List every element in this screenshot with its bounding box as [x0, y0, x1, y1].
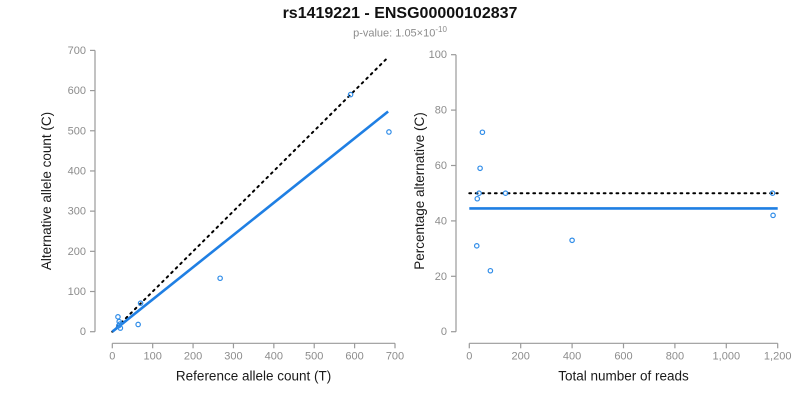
- y-tick-label: 100: [429, 49, 447, 61]
- x-tick-label: 1,000: [713, 350, 741, 362]
- x-tick-label: 800: [666, 350, 684, 362]
- x-tick-label: 400: [563, 350, 581, 362]
- y-tick-label: 500: [68, 125, 86, 137]
- y-tick-label: 300: [68, 206, 86, 218]
- data-point: [477, 165, 483, 172]
- data-point: [569, 237, 575, 244]
- data-point: [386, 129, 392, 135]
- x-tick-label: 600: [614, 350, 632, 362]
- y-tick-label: 700: [68, 45, 86, 57]
- y-tick-label: 400: [68, 165, 86, 177]
- data-point: [770, 212, 776, 219]
- figure-subtitle: p-value: 1.05×10-10: [0, 25, 800, 40]
- data-point: [347, 91, 354, 98]
- right-yaxis-title: Percentage alternative (C): [412, 112, 427, 270]
- y-tick-label: 0: [441, 326, 447, 338]
- left-plot: 0 100 200 300 400 500 600 700 0 100 200 300 400 500 60…: [68, 45, 405, 362]
- data-point: [487, 267, 494, 274]
- figure-title: rs1419221 - ENSG00000102837: [282, 5, 518, 22]
- y-tick-label: 200: [68, 246, 86, 258]
- y-tick-label: 600: [68, 85, 86, 97]
- x-tick-label: 200: [184, 350, 202, 362]
- x-tick-label: 600: [345, 350, 363, 362]
- left-xaxis-title: Reference allele count (T): [176, 369, 331, 384]
- data-point: [474, 195, 481, 202]
- data-point: [479, 129, 486, 136]
- fit-line: [111, 110, 389, 333]
- right-xaxis-title: Total number of reads: [558, 369, 689, 384]
- x-tick-label: 0: [466, 350, 472, 362]
- left-yaxis-title: Alternative allele count (C): [39, 112, 54, 270]
- data-point: [473, 243, 480, 249]
- y-tick-label: 20: [435, 271, 447, 283]
- identity-dotted-line: [111, 56, 390, 333]
- data-point: [769, 190, 776, 197]
- data-point: [135, 321, 141, 328]
- p-value-text: p-value: 1.05×10: [353, 27, 436, 40]
- data-point: [476, 190, 482, 197]
- x-tick-label: 700: [386, 350, 404, 362]
- y-tick-label: 80: [435, 105, 447, 117]
- x-tick-label: 300: [224, 350, 242, 362]
- y-tick-label: 0: [80, 326, 86, 338]
- y-tick-label: 60: [435, 160, 447, 172]
- data-point: [115, 314, 121, 320]
- y-tick-label: 100: [68, 286, 86, 298]
- x-tick-label: 400: [265, 350, 283, 362]
- data-point: [217, 275, 223, 282]
- x-tick-label: 1,200: [764, 350, 792, 362]
- data-point: [502, 190, 509, 197]
- x-tick-label: 200: [512, 350, 530, 362]
- x-tick-label: 0: [109, 350, 115, 362]
- y-tick-label: 40: [435, 215, 447, 227]
- x-tick-label: 500: [305, 350, 323, 362]
- x-tick-label: 100: [144, 350, 162, 362]
- data-point: [117, 325, 124, 331]
- right-plot: 0 200 400 600 800 1,000 1,200 0 20 40 60 80 100: [429, 49, 792, 362]
- data-point: [137, 300, 144, 306]
- p-value-exponent: -10: [435, 25, 447, 34]
